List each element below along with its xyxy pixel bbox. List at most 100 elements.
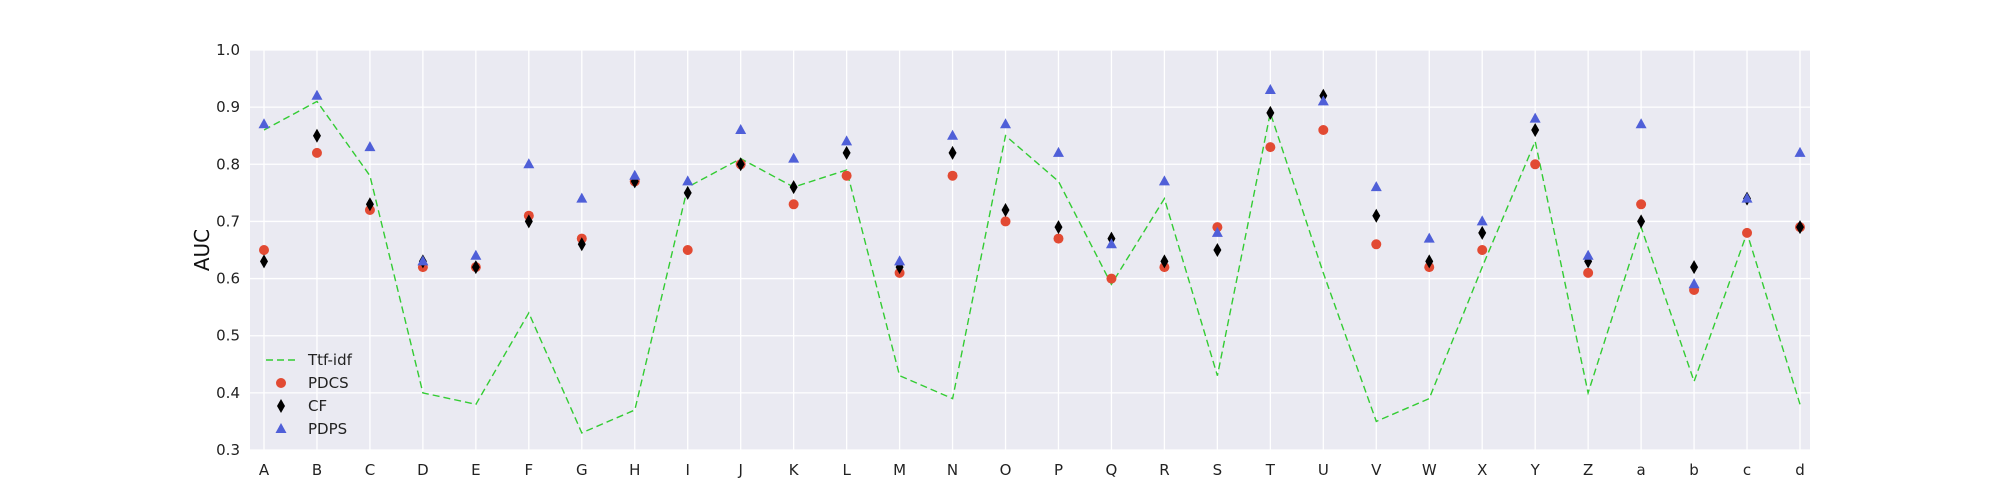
data-point-cf	[683, 185, 692, 200]
data-point-pdcs	[841, 170, 852, 181]
data-point-pdps	[1000, 118, 1012, 129]
x-tick-label: A	[259, 461, 270, 479]
data-point-cf	[789, 180, 798, 195]
data-point-pdps	[1423, 232, 1435, 243]
data-point-cf	[1531, 123, 1540, 137]
x-tick-label: S	[1213, 461, 1223, 479]
data-point-cf	[736, 157, 745, 172]
data-point-cf	[1690, 260, 1699, 275]
data-point-pdps	[841, 135, 853, 146]
x-tick-label: W	[1422, 461, 1437, 479]
y-tick-label: 0.7	[216, 212, 240, 230]
legend-swatch-pdcs	[276, 378, 286, 388]
data-point-cf	[842, 145, 851, 160]
data-point-pdcs	[1000, 216, 1011, 227]
y-tick-label: 0.6	[216, 270, 240, 288]
data-point-pdps	[1370, 181, 1382, 192]
data-point-pdps	[576, 192, 588, 203]
x-tick-label: P	[1054, 461, 1063, 479]
series-marks	[258, 84, 1806, 434]
y-tick-label: 0.4	[216, 384, 240, 402]
data-point-cf	[1796, 220, 1804, 235]
data-point-pdps	[1476, 215, 1488, 226]
legend-label-pdps: PDPS	[308, 420, 347, 438]
x-tick-label: K	[789, 461, 800, 479]
data-point-pdcs	[259, 245, 269, 255]
data-point-pdps	[258, 118, 270, 129]
x-tick-label: L	[842, 461, 851, 479]
data-point-cf	[312, 128, 321, 143]
data-point-pdps	[1317, 95, 1329, 106]
x-tick-label: N	[947, 461, 958, 479]
x-tick-label: H	[629, 461, 640, 479]
x-tick-label: d	[1795, 461, 1805, 479]
grid	[250, 49, 1810, 451]
x-tick-label: V	[1371, 461, 1382, 479]
y-tick-label: 0.5	[216, 327, 240, 345]
data-point-pdps	[364, 141, 376, 152]
data-point-pdps	[682, 175, 694, 186]
x-tick-label: C	[365, 461, 375, 479]
x-tick-label: T	[1265, 461, 1276, 479]
legend-label-cf: CF	[308, 397, 327, 415]
data-point-cf	[1637, 214, 1646, 229]
data-point-pdcs	[682, 245, 693, 255]
y-tick-label: 0.8	[216, 155, 240, 173]
data-point-pdps	[1158, 175, 1170, 186]
data-point-cf	[365, 197, 374, 212]
y-tick-label: 0.9	[216, 98, 240, 116]
x-tick-label: Y	[1530, 461, 1541, 479]
data-point-pdps	[1052, 146, 1064, 157]
data-point-cf	[1372, 208, 1381, 223]
data-point-cf	[1584, 254, 1593, 269]
legend-label-pdcs: PDCS	[308, 374, 349, 392]
data-point-pdps	[629, 169, 641, 180]
data-point-cf	[1001, 203, 1010, 217]
data-point-pdps	[311, 89, 323, 100]
x-tick-label: Z	[1583, 461, 1593, 479]
data-point-pdcs	[1742, 227, 1753, 238]
data-point-cf	[524, 214, 533, 229]
data-point-pdps	[735, 124, 747, 134]
data-point-pdcs	[311, 147, 322, 158]
x-tick-label: b	[1689, 461, 1699, 479]
x-tick-label: Q	[1106, 461, 1118, 479]
x-tick-label: J	[737, 461, 742, 479]
legend-swatch-cf	[277, 399, 285, 413]
data-point-pdcs	[1053, 233, 1064, 244]
data-point-cf	[260, 254, 268, 269]
data-point-pdps	[1635, 118, 1647, 129]
data-point-pdps	[1105, 238, 1117, 249]
x-tick-label: E	[471, 461, 480, 479]
x-tick-label: B	[312, 461, 322, 479]
x-tick-label: R	[1159, 461, 1169, 479]
x-tick-label: U	[1318, 461, 1329, 479]
plot-area	[250, 50, 1810, 450]
x-tick-label: D	[417, 461, 429, 479]
data-point-cf	[1425, 254, 1434, 269]
data-point-pdps	[1582, 249, 1594, 260]
data-point-pdps	[1794, 146, 1806, 157]
data-point-cf	[1213, 243, 1222, 257]
x-tick-label: M	[893, 461, 906, 479]
legend: Ttf-idf PDCS CF PDPS	[266, 351, 353, 438]
x-tick-label: I	[686, 461, 690, 479]
data-point-pdcs	[1318, 125, 1329, 135]
data-point-pdcs	[1530, 159, 1541, 170]
data-point-cf	[1478, 225, 1487, 240]
data-point-cf	[948, 145, 957, 160]
data-point-pdps	[1211, 226, 1223, 237]
data-point-pdps	[1264, 84, 1276, 94]
y-tick-label: 1.0	[216, 41, 240, 59]
data-point-pdps	[417, 255, 429, 266]
y-tick-label: 0.3	[216, 441, 240, 459]
data-point-cf	[1266, 105, 1275, 120]
data-point-pdcs	[1106, 273, 1117, 284]
x-tick-label: F	[525, 461, 534, 479]
data-point-pdcs	[1636, 199, 1647, 210]
data-point-pdcs	[1477, 245, 1488, 255]
data-point-pdps	[947, 129, 959, 140]
y-axis-label: AUC	[190, 229, 214, 271]
